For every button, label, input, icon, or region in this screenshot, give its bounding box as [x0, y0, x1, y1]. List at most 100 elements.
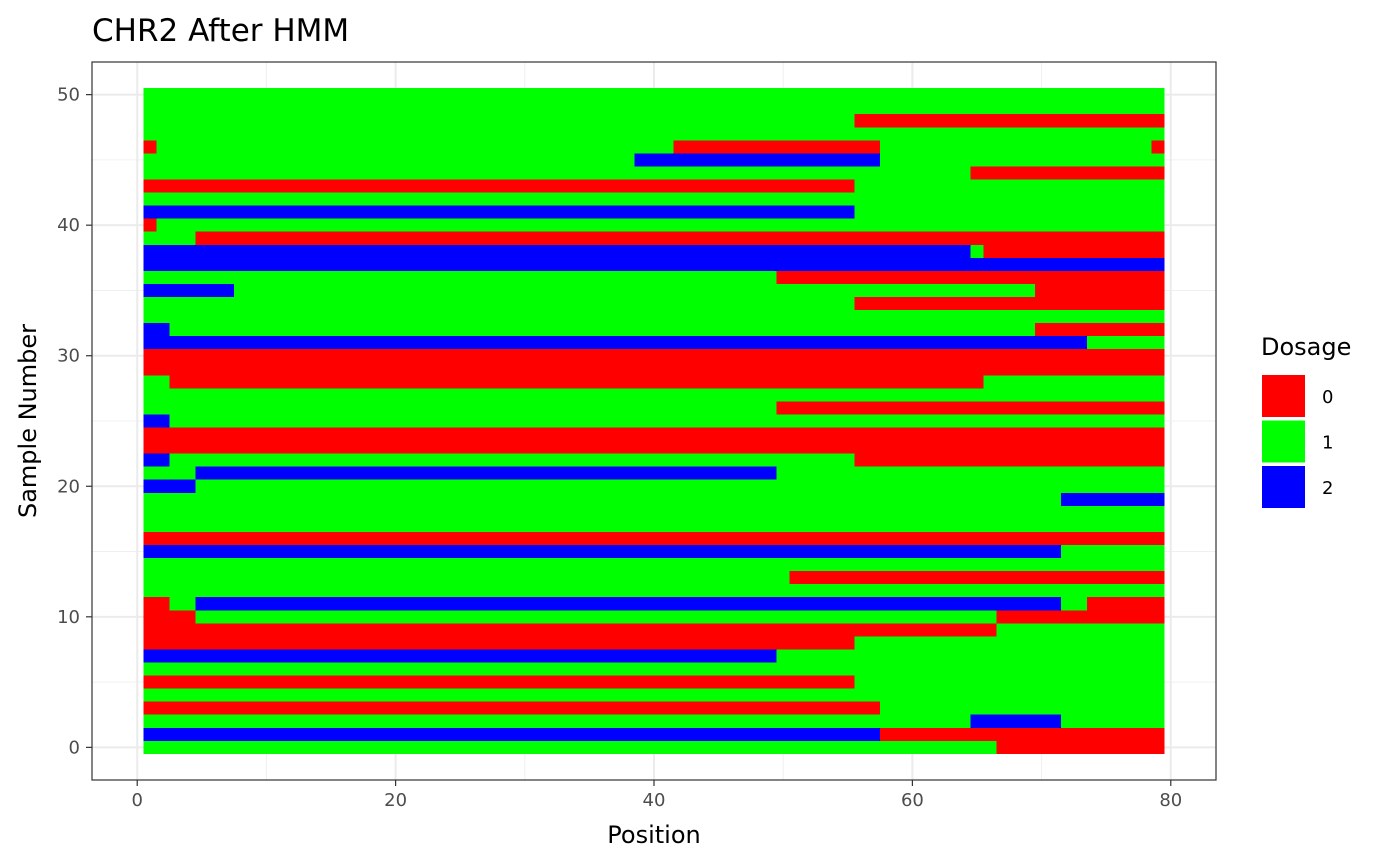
heatmap-segment: [1086, 531, 1165, 546]
heatmap-row-base: [143, 323, 1165, 337]
heatmap-segment: [143, 244, 971, 258]
y-axis-title: Sample Number: [14, 324, 42, 518]
heatmap-segment: [143, 205, 855, 219]
x-tick-label: 40: [643, 790, 666, 811]
heatmap-row-base: [143, 88, 1165, 102]
heatmap-segment: [143, 649, 777, 663]
heatmap-row-base: [143, 518, 1165, 532]
heatmap-segment: [143, 727, 881, 741]
x-tick-label: 0: [131, 790, 142, 811]
x-tick-label: 60: [901, 790, 924, 811]
heatmap-segment: [970, 166, 1165, 180]
y-tick-label: 10: [57, 607, 80, 628]
x-tick-label: 80: [1159, 790, 1182, 811]
heatmap-segment: [1035, 323, 1165, 337]
heatmap-segment: [143, 597, 170, 611]
heatmap-segment: [195, 231, 1165, 245]
heatmap-segment: [143, 140, 157, 154]
heatmap-segment: [143, 479, 196, 493]
heatmap-segment: [996, 740, 1165, 754]
heatmap-row-base: [143, 192, 1165, 206]
heatmap-segment: [996, 610, 1165, 624]
heatmap-segment: [143, 453, 170, 467]
y-tick-label: 30: [57, 346, 80, 367]
heatmap-segment: [970, 714, 1061, 728]
heatmap-segment: [143, 362, 1165, 376]
heatmap-segment: [143, 623, 997, 637]
y-tick-label: 40: [57, 215, 80, 236]
heatmap-row-base: [143, 283, 1165, 297]
heatmap-segment: [854, 114, 1165, 128]
heatmap-row-base: [143, 479, 1165, 493]
heatmap-segment: [996, 545, 1061, 559]
heatmap-segment: [143, 336, 1087, 350]
y-axis: 0 10 20 30 40 50: [57, 85, 92, 758]
heatmap-segment: [1060, 492, 1165, 506]
heatmap-row-base: [143, 414, 1165, 428]
heatmap-row-base: [143, 127, 1165, 141]
heatmap-segment: [143, 636, 855, 650]
legend-key-label: 2: [1322, 478, 1333, 499]
heatmap-row-base: [143, 388, 1165, 402]
heatmap-segment: [143, 675, 855, 689]
heatmap-segment: [854, 453, 1165, 467]
heatmap-row-base: [143, 166, 1165, 180]
legend-key-swatch: [1262, 375, 1305, 417]
x-tick-label: 20: [384, 790, 407, 811]
heatmap-segment: [634, 153, 881, 167]
heatmap-row-base: [143, 218, 1165, 232]
heatmap-row-base: [143, 610, 1165, 624]
heatmap-row-base: [143, 584, 1165, 598]
heatmap-segment: [143, 218, 157, 232]
heatmap-row-base: [143, 688, 1165, 702]
heatmap-segment: [195, 597, 1061, 611]
heatmap-segment: [1086, 597, 1165, 611]
heatmap-segment: [143, 283, 235, 297]
heatmap-row-base: [143, 492, 1165, 506]
heatmap-segment: [143, 610, 196, 624]
legend-title: Dosage: [1261, 333, 1351, 361]
heatmap-segment: [983, 244, 1165, 258]
heatmap-segment: [143, 349, 1165, 363]
heatmap-segment: [143, 179, 855, 193]
heatmap-row-base: [143, 101, 1165, 115]
legend-key-label: 0: [1322, 387, 1333, 408]
heatmap-segment: [1151, 140, 1165, 154]
heatmap-segment: [143, 257, 1165, 271]
y-tick-label: 50: [57, 85, 80, 106]
heatmap-segment: [143, 427, 1165, 441]
heatmap-segment: [854, 296, 1165, 311]
heatmap-segment: [143, 323, 170, 337]
heatmap-row-base: [143, 505, 1165, 519]
heatmap-segment: [169, 375, 984, 389]
legend-key-swatch: [1262, 420, 1305, 463]
heatmap-segment: [880, 727, 1165, 741]
heatmap-row-base: [143, 662, 1165, 676]
heatmap-segment: [143, 531, 1087, 546]
heatmap-row-base: [143, 740, 1165, 754]
x-axis: 0 20 40 60 80: [131, 780, 1182, 811]
heatmap-segment: [143, 414, 170, 428]
heatmap-segment: [143, 440, 1165, 454]
heatmap-segment: [789, 571, 1165, 585]
chart-title: CHR2 After HMM: [92, 13, 349, 49]
heatmap-segment: [195, 466, 777, 480]
heatmap-row-base: [143, 310, 1165, 324]
legend-key-label: 1: [1322, 433, 1333, 454]
heatmap-segment: [776, 401, 1165, 415]
heatmap-row-base: [143, 714, 1165, 728]
heatmap-row-base: [143, 140, 1165, 154]
heatmap-segment: [143, 701, 881, 715]
y-tick-label: 20: [57, 476, 80, 497]
heatmap-row-base: [143, 558, 1165, 572]
heatmap-segment: [1035, 283, 1165, 297]
y-tick-label: 0: [69, 737, 80, 758]
heatmap-segment: [143, 545, 997, 559]
legend: Dosage 0 1 2: [1261, 333, 1351, 508]
legend-key-swatch: [1262, 466, 1305, 508]
x-axis-title: Position: [607, 821, 700, 849]
heatmap-segment: [776, 270, 1165, 284]
heatmap-cells: [143, 88, 1165, 754]
heatmap-segment: [673, 140, 881, 154]
